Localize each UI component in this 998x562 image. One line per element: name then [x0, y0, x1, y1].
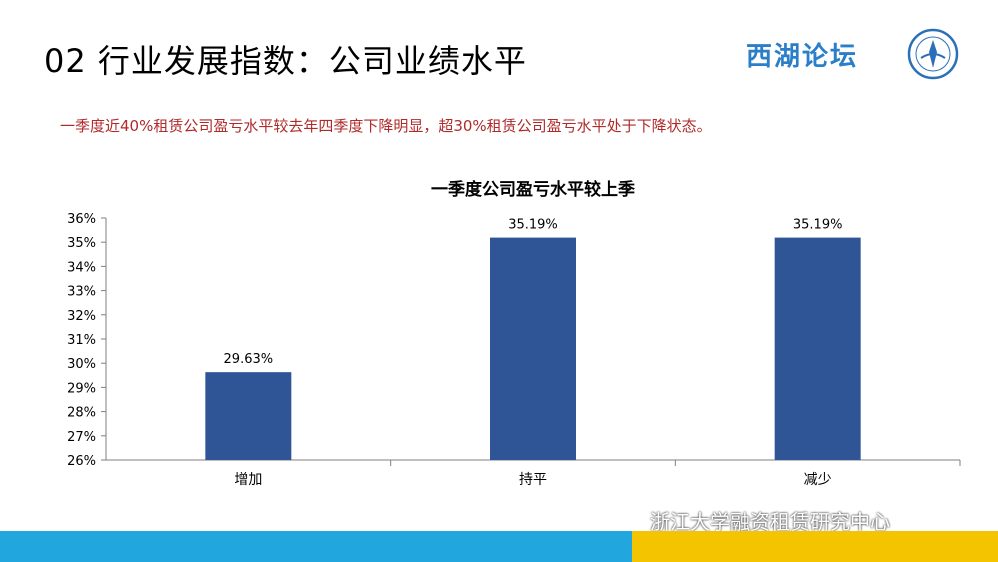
bar-1: [205, 372, 292, 460]
wechat-icon: [618, 510, 644, 531]
x-tick-label: 增加: [234, 472, 262, 488]
y-tick-label: 26%: [67, 454, 96, 469]
y-tick-label: 33%: [67, 285, 96, 300]
y-tick-label: 32%: [67, 309, 96, 324]
slide-title: 02 行业发展指数：公司业绩水平: [44, 42, 527, 80]
x-tick-label: 持平: [519, 472, 547, 488]
bar-2: [490, 237, 576, 460]
y-tick-label: 34%: [67, 260, 96, 275]
watermark-text: 浙江大学融资租赁研究中心: [650, 510, 890, 534]
data-label: 35.19%: [793, 218, 843, 233]
footer-bar-yellow: [632, 531, 998, 562]
bar-chart: 一季度公司盈亏水平较上季 26% 27% 28% 29% 30% 31% 32% 33% 34% 3…: [67, 179, 961, 488]
wechat-watermark: 浙江大学融资租赁研究中心: [618, 506, 890, 535]
y-tick-label: 27%: [67, 430, 96, 445]
y-tick-label: 29%: [67, 381, 96, 396]
data-label: 29.63%: [224, 352, 274, 367]
bar-3: [774, 237, 861, 460]
y-tick-label: 35%: [67, 236, 96, 251]
footer-bar-blue: [0, 531, 632, 562]
data-label: 35.19%: [508, 218, 558, 233]
y-tick-label: 31%: [67, 333, 96, 348]
university-seal-icon: [907, 28, 959, 80]
y-tick-label: 28%: [67, 406, 96, 421]
brand-logo-text: 西湖论坛: [746, 42, 859, 72]
x-tick-label: 减少: [804, 472, 832, 488]
slide-subtitle: 一季度近40%租赁公司盈亏水平较去年四季度下降明显，超30%租赁公司盈亏水平处于…: [60, 117, 712, 135]
y-tick-label: 30%: [67, 357, 96, 372]
chart-title: 一季度公司盈亏水平较上季: [431, 179, 635, 200]
y-tick-label: 36%: [67, 212, 96, 227]
